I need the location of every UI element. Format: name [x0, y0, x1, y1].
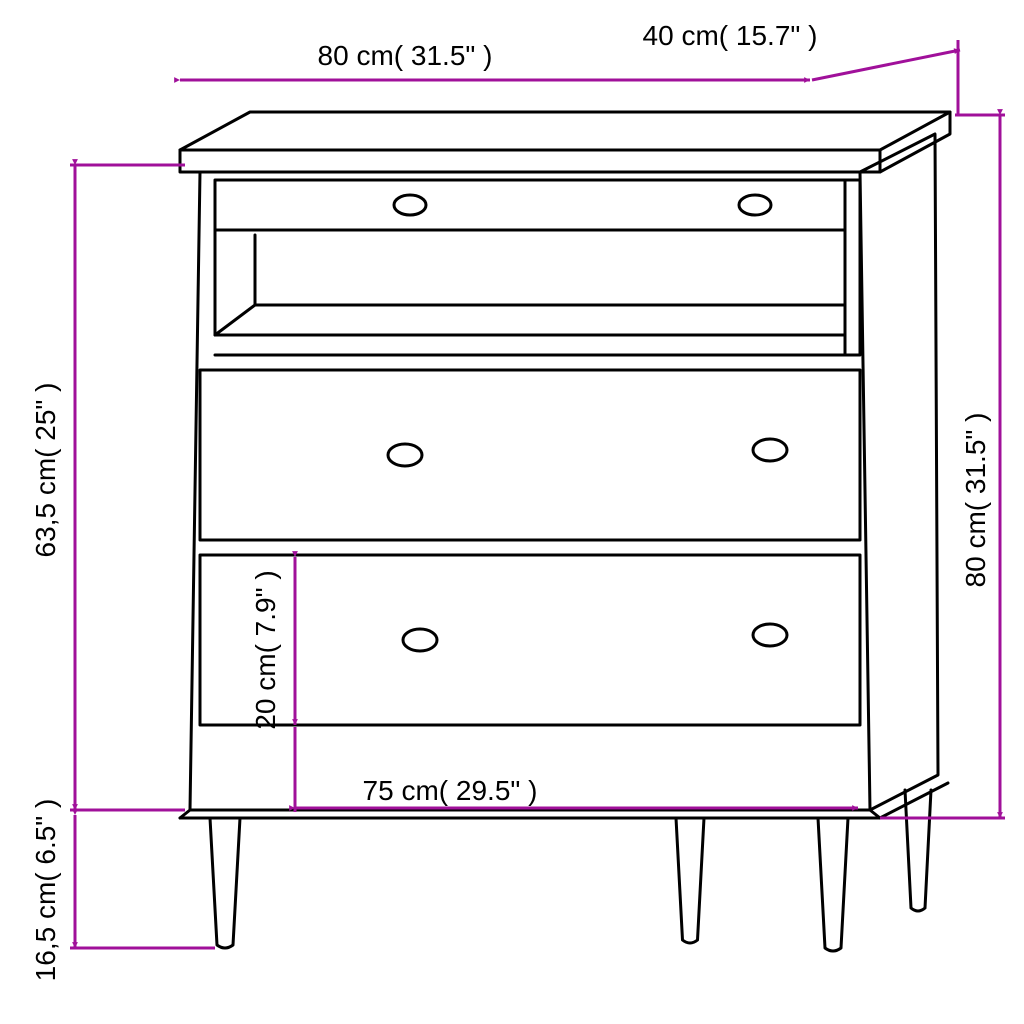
top-panel [215, 180, 845, 230]
drawer-knob [388, 444, 422, 466]
cabinet-leg [905, 790, 931, 911]
furniture-drawing [180, 112, 950, 951]
cabinet-leg [676, 818, 704, 943]
dimension-label: 80 cm( 31.5" ) [960, 413, 991, 588]
drawer-front [200, 555, 860, 725]
dimension-label: 40 cm( 15.7" ) [643, 20, 818, 51]
drawer-knob [394, 195, 426, 215]
dimension-inner-width: 75 cm( 29.5" ) [295, 727, 858, 812]
dimension-depth-top: 40 cm( 15.7" ) [643, 20, 960, 115]
dimension-body-height-left: 63,5 cm( 25" ) [30, 165, 185, 810]
dimension-leg-height-left: 16,5 cm( 6.5" ) [30, 799, 215, 982]
dimension-drawer-height: 20 cm( 7.9" ) [250, 557, 295, 730]
dimension-label: 63,5 cm( 25" ) [30, 383, 61, 558]
drawer-knob [753, 624, 787, 646]
top-surface [180, 112, 950, 150]
dimension-label: 80 cm( 31.5" ) [318, 40, 493, 71]
dimension-label: 20 cm( 7.9" ) [250, 570, 281, 729]
drawer-knob [739, 195, 771, 215]
dimension-label: 16,5 cm( 6.5" ) [30, 799, 61, 982]
dimension-label: 75 cm( 29.5" ) [363, 775, 538, 806]
dimension-height-right: 80 cm( 31.5" ) [880, 115, 1005, 818]
cabinet-leg [210, 818, 240, 948]
open-shelf [215, 230, 845, 335]
cabinet-body [190, 172, 870, 810]
cabinet-leg [818, 818, 848, 951]
drawer-knob [403, 629, 437, 651]
drawer-front [200, 370, 860, 540]
drawer-knob [753, 439, 787, 461]
